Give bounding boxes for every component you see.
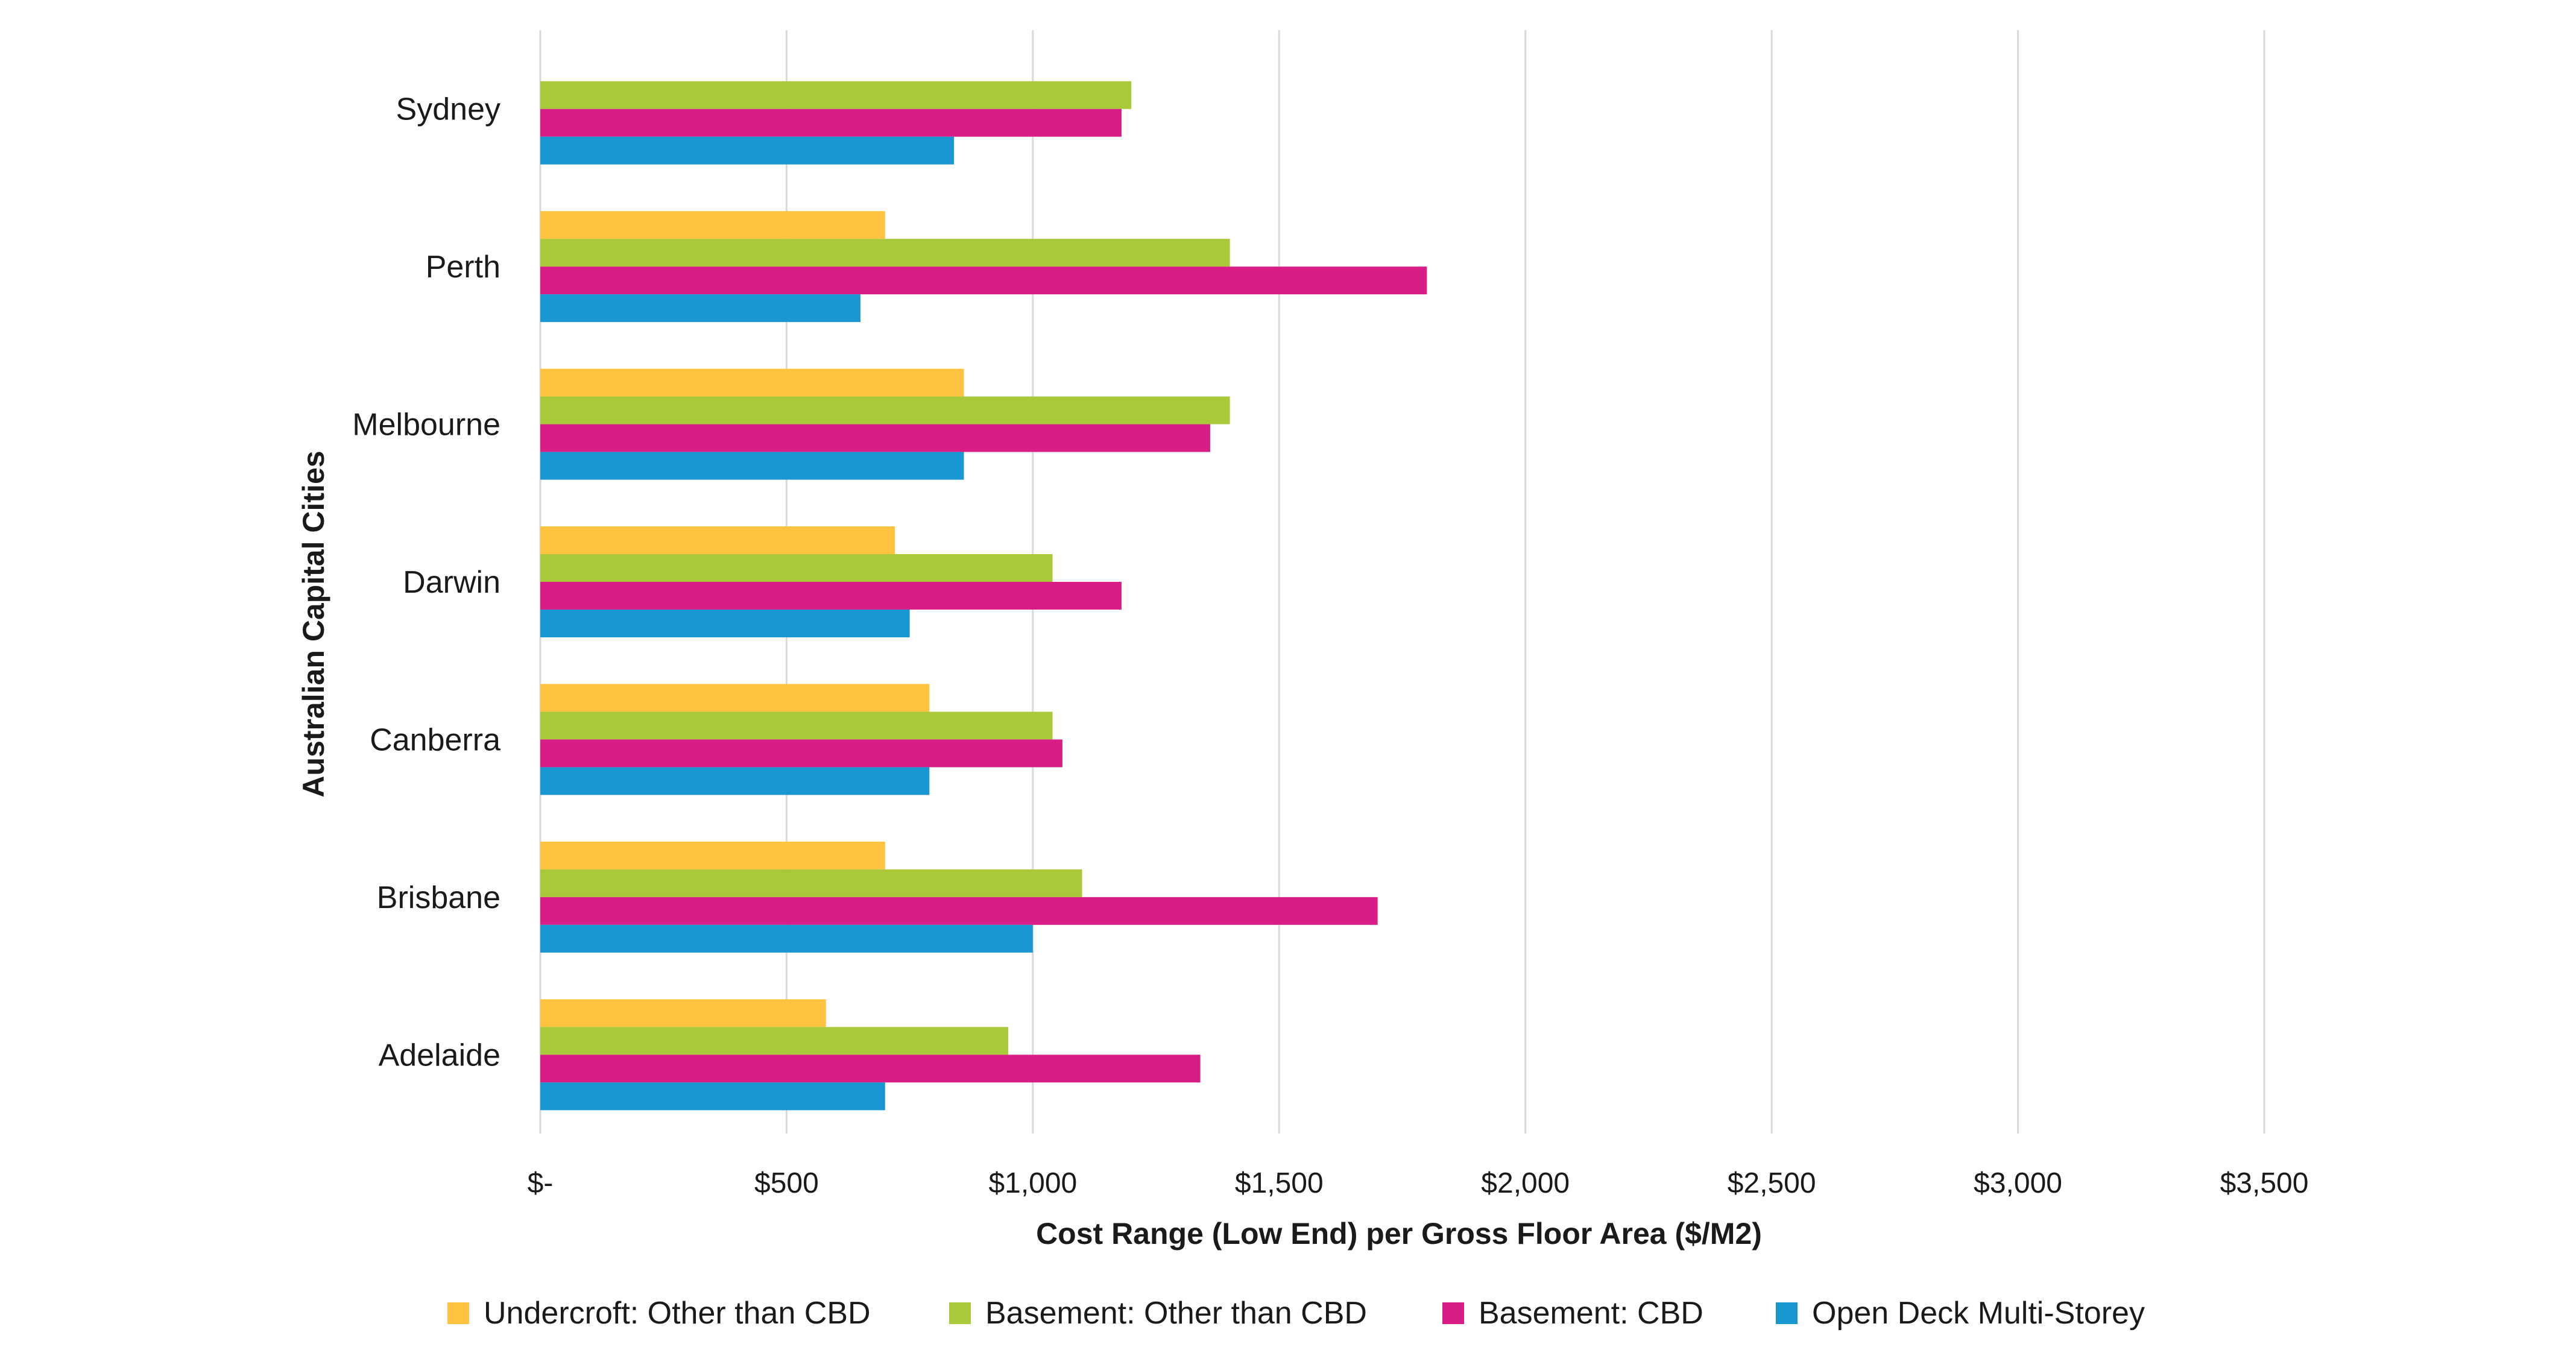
bar-melbourne-series-1: [540, 396, 1230, 424]
category-label-melbourne: Melbourne: [352, 408, 500, 443]
bars: [540, 81, 1427, 1111]
bar-darwin-series-2: [540, 582, 1122, 610]
bar-brisbane-series-1: [540, 869, 1082, 897]
category-label-canberra: Canberra: [370, 722, 500, 757]
legend-swatch-1: [949, 1302, 971, 1324]
bar-brisbane-series-0: [540, 841, 885, 869]
bar-perth-series-1: [540, 239, 1230, 267]
bar-perth-series-0: [540, 211, 885, 239]
category-label-sydney: Sydney: [396, 92, 500, 127]
legend-label-0: Undercroft: Other than CBD: [484, 1296, 871, 1331]
bar-melbourne-series-0: [540, 368, 964, 397]
bar-melbourne-series-3: [540, 452, 964, 480]
bar-brisbane-series-2: [540, 897, 1378, 925]
bar-darwin-series-0: [540, 526, 895, 554]
bar-canberra-series-3: [540, 767, 930, 795]
x-tick-label-7: $3,500: [2220, 1167, 2309, 1199]
y-axis-category-labels: Sydney Perth Melbourne Darwin Canberra Brisba…: [352, 92, 500, 1073]
legend-label-2: Basement: CBD: [1479, 1296, 1703, 1331]
bar-adelaide-series-2: [540, 1055, 1201, 1083]
legend-swatch-0: [447, 1302, 469, 1324]
x-tick-label-6: $3,000: [1974, 1167, 2062, 1199]
bar-adelaide-series-0: [540, 999, 826, 1027]
x-tick-label-5: $2,500: [1728, 1167, 1816, 1199]
x-tick-label-2: $1,000: [988, 1167, 1077, 1199]
legend-swatch-3: [1776, 1302, 1798, 1324]
bar-canberra-series-2: [540, 739, 1062, 768]
x-tick-label-0: $-: [528, 1167, 554, 1199]
category-label-darwin: Darwin: [403, 565, 500, 600]
x-tick-label-3: $1,500: [1235, 1167, 1324, 1199]
bar-brisbane-series-3: [540, 924, 1033, 953]
legend-swatch-2: [1442, 1302, 1464, 1324]
bar-melbourne-series-2: [540, 424, 1210, 452]
bar-darwin-series-3: [540, 610, 910, 637]
category-label-adelaide: Adelaide: [379, 1038, 500, 1073]
legend: Undercroft: Other than CBD Basement: Othe…: [447, 1296, 2145, 1331]
x-axis-tick-labels: $- $500 $1,000 $1,500 $2,000 $2,500 $3,000 $3,5…: [528, 1167, 2309, 1199]
bar-canberra-series-0: [540, 684, 930, 712]
bar-perth-series-2: [540, 267, 1427, 295]
bar-darwin-series-1: [540, 554, 1053, 582]
bar-perth-series-3: [540, 294, 860, 323]
x-tick-label-4: $2,000: [1481, 1167, 1570, 1199]
bar-adelaide-series-1: [540, 1027, 1009, 1055]
bar-canberra-series-1: [540, 711, 1053, 740]
bar-adelaide-series-3: [540, 1082, 885, 1111]
x-tick-label-1: $500: [754, 1167, 819, 1199]
bar-sydney-series-3: [540, 136, 955, 165]
category-label-brisbane: Brisbane: [377, 880, 500, 915]
legend-label-1: Basement: Other than CBD: [985, 1296, 1367, 1331]
y-axis-title: Australian Capital Cities: [297, 450, 330, 797]
bar-sydney-series-2: [540, 109, 1122, 137]
bar-sydney-series-1: [540, 81, 1132, 109]
legend-label-3: Open Deck Multi-Storey: [1812, 1296, 2145, 1331]
category-label-perth: Perth: [426, 250, 500, 285]
x-axis-title: Cost Range (Low End) per Gross Floor Are…: [1036, 1217, 1762, 1251]
